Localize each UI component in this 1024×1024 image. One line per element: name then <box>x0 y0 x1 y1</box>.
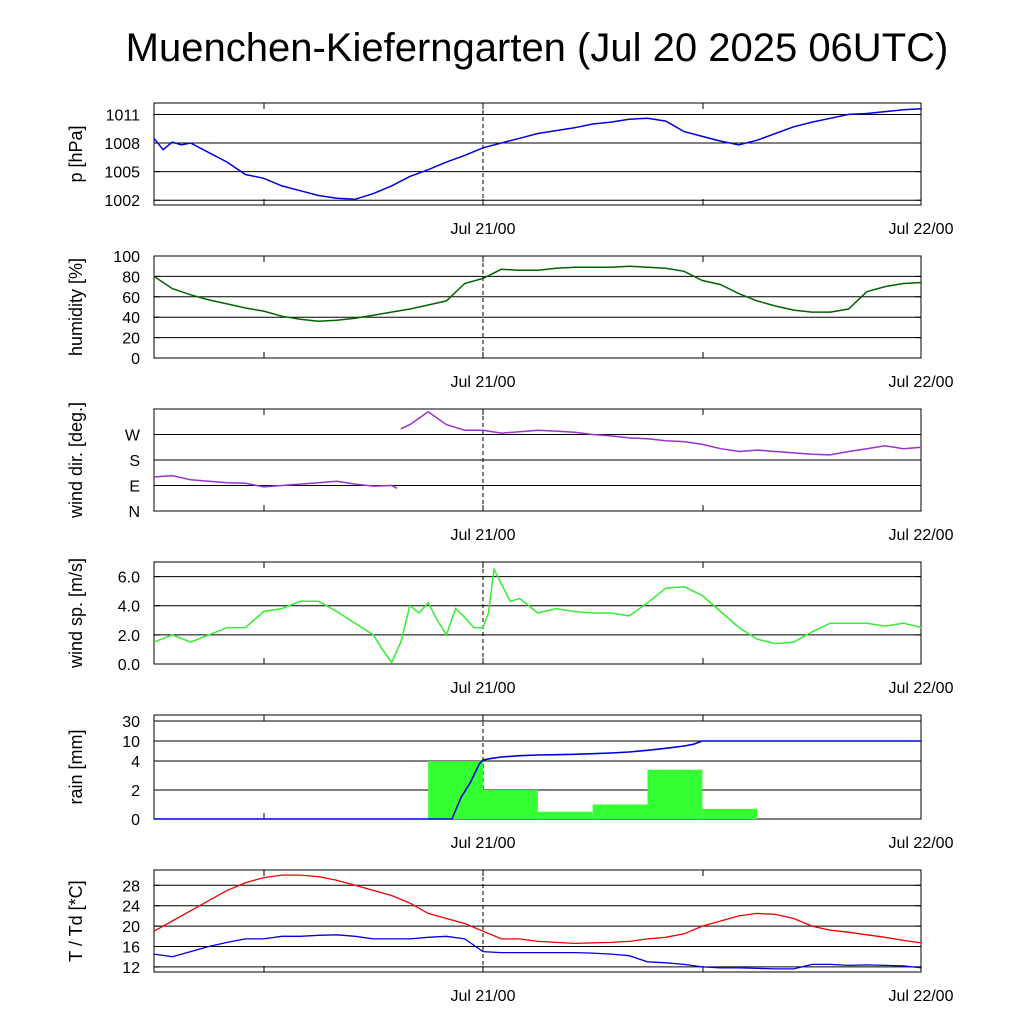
panel-rain: 0 2 4 10 30 Jul 21/00 Jul 22/00 rain [mm] <box>66 714 954 852</box>
rain-bar <box>592 804 648 819</box>
y-tick-label: 1011 <box>106 107 141 124</box>
y-tick-label: 0.0 <box>118 657 140 674</box>
x-tick-label: Jul 21/00 <box>451 988 516 1005</box>
panel-frame <box>153 561 922 665</box>
series-line <box>153 474 398 489</box>
x-tick-label: Jul 21/00 <box>451 680 516 697</box>
x-tick-label: Jul 22/00 <box>889 988 954 1005</box>
rain-bar <box>702 808 758 819</box>
x-tick-label: Jul 22/00 <box>889 374 954 391</box>
series-line <box>153 566 922 665</box>
rain-accumulated-line <box>154 740 922 820</box>
y-tick-label: 80 <box>122 269 140 286</box>
y-tick-label: 2.0 <box>118 628 140 645</box>
y-tick-label: 100 <box>113 249 140 266</box>
y-tick-label: 40 <box>122 310 140 327</box>
series-line <box>153 107 922 201</box>
y-tick-label: 1008 <box>104 136 140 153</box>
panel-humidity: 0 20 40 60 80 100 Jul 21/00 Jul 22/00 humidity [… <box>66 249 954 391</box>
y-tick-label: 60 <box>122 290 140 307</box>
y-tick-label: 24 <box>122 899 140 916</box>
y-axis-label: humidity [%] <box>66 258 86 356</box>
y-tick-label: S <box>129 453 140 470</box>
x-tick-label: Jul 21/00 <box>451 221 516 238</box>
y-tick-label: 4 <box>131 754 140 771</box>
y-tick-label: 2 <box>131 783 140 800</box>
y-tick-label: 1005 <box>104 165 140 182</box>
x-tick-label: Jul 22/00 <box>889 680 954 697</box>
y-tick-label: 1002 <box>104 193 140 210</box>
panel-frame <box>153 255 922 359</box>
x-tick-label: Jul 22/00 <box>889 835 954 852</box>
y-tick-label: 16 <box>122 940 140 957</box>
x-tick-label: Jul 21/00 <box>451 527 516 544</box>
y-tick-label: 12 <box>122 960 140 977</box>
rain-bar <box>647 769 703 819</box>
chart-title: Muenchen-Kieferngarten (Jul 20 2025 06UT… <box>125 26 949 70</box>
y-axis-label: p [hPa] <box>66 125 86 182</box>
panel-pressure: 1002 1005 1008 1011 Jul 21/00 Jul 22/00 p [hPa… <box>66 102 954 238</box>
y-tick-label: N <box>128 504 140 521</box>
y-axis-label: wind sp. [m/s] <box>66 558 86 669</box>
y-tick-label: E <box>129 479 140 496</box>
y-tick-label: 30 <box>122 714 140 731</box>
y-tick-label: 0 <box>131 812 140 829</box>
panel-temperature: 12 16 20 24 28 Jul 21/00 Jul 22/00 T / Td [*C] <box>66 869 954 1005</box>
series-line <box>400 410 922 456</box>
series-line-Td <box>153 934 922 970</box>
y-axis-label: wind dir. [deg.] <box>66 402 86 519</box>
x-tick-label: Jul 21/00 <box>451 835 516 852</box>
y-tick-label: 0 <box>131 351 140 368</box>
series-line-T <box>153 874 922 945</box>
rain-bar <box>483 790 538 819</box>
y-tick-label: 6.0 <box>118 570 140 587</box>
panel-wind_speed: 0.0 2.0 4.0 6.0 Jul 21/00 Jul 22/00 wind sp. [… <box>66 558 954 697</box>
y-tick-label: 28 <box>122 878 140 895</box>
y-tick-label: 20 <box>122 919 140 936</box>
y-tick-label: 20 <box>122 331 140 348</box>
y-tick-label: 4.0 <box>118 599 140 616</box>
y-axis-label: T / Td [*C] <box>66 880 86 961</box>
panel-frame <box>153 102 922 206</box>
panel-frame <box>153 869 922 973</box>
series-line <box>153 265 922 323</box>
y-axis-label: rain [mm] <box>66 729 86 804</box>
y-tick-label: 10 <box>122 734 140 751</box>
x-tick-label: Jul 21/00 <box>451 374 516 391</box>
x-tick-label: Jul 22/00 <box>889 221 954 238</box>
x-tick-label: Jul 22/00 <box>889 527 954 544</box>
rain-bar <box>537 811 593 819</box>
y-tick-label: W <box>125 428 141 445</box>
